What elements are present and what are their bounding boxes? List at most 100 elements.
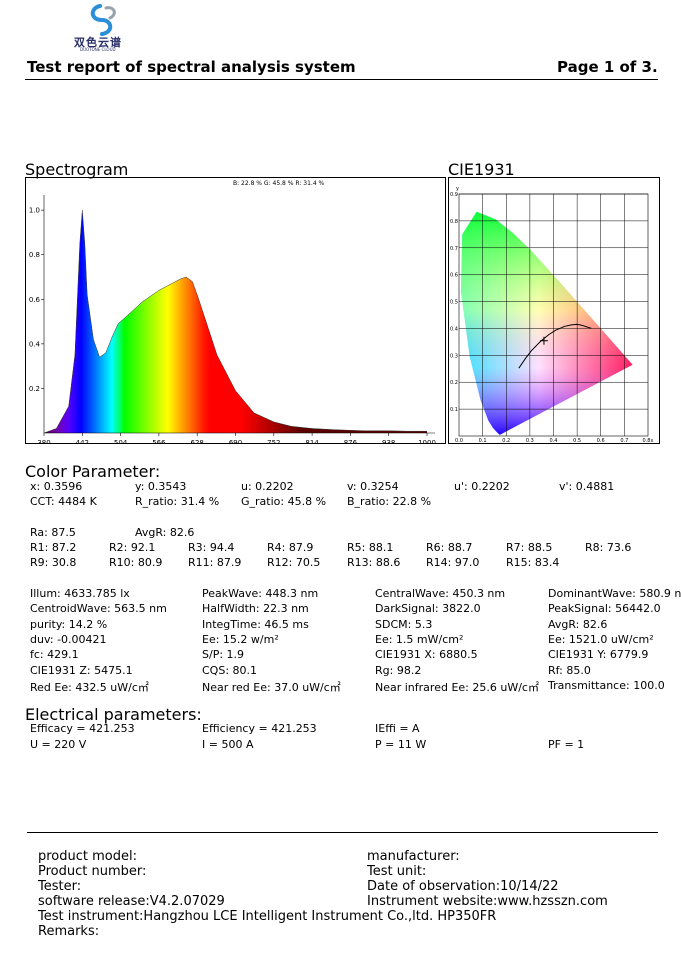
- parameter-value: Illum: 4633.785 lx: [30, 587, 130, 600]
- r-index-value: R13: 88.6: [347, 556, 401, 569]
- report-title: Test report of spectral analysis system: [27, 58, 356, 76]
- r-index-value: R11: 87.9: [188, 556, 242, 569]
- y-tick-label: 0.5: [450, 300, 458, 306]
- x-tick-label: 0.3: [526, 438, 534, 444]
- electrical-value: PF = 1: [548, 738, 585, 751]
- chromaticity-value: u': 0.2202: [454, 480, 510, 493]
- parameter-value: Near red Ee: 37.0 uW/c㎡: [202, 680, 341, 694]
- page-indicator: Page 1 of 3.: [557, 58, 658, 76]
- r-index-value: R8: 73.6: [585, 541, 632, 554]
- parameter-value: DarkSignal: 3822.0: [375, 602, 481, 616]
- parameter-value: duv: -0.00421: [30, 632, 107, 646]
- x-tick-label: 0.0: [455, 438, 463, 444]
- rendering-value: AvgR: 82.6: [135, 526, 195, 539]
- electrical-value: U = 220 V: [30, 738, 87, 751]
- cie-frame: [448, 177, 660, 444]
- r-index-value: R4: 87.9: [267, 541, 314, 554]
- chromaticity-value: v: 0.3254: [347, 480, 399, 493]
- parameter-value: PeakWave: 448.3 nm: [202, 587, 319, 600]
- r-index-value: R5: 88.1: [347, 541, 394, 554]
- color-parameter-heading: Color Parameter:: [25, 462, 161, 481]
- product-number: Product number:: [38, 864, 147, 879]
- parameter-value: S/P: 1.9: [202, 648, 245, 662]
- rendering-value: Ra: 87.5: [30, 526, 76, 539]
- r-index-value: R6: 88.7: [426, 541, 473, 554]
- x-tick-label: 566: [152, 439, 166, 444]
- spectrogram-heading: Spectrogram: [25, 160, 129, 179]
- x-tick-label: 380: [37, 439, 50, 444]
- observation-date: Date of observation:10/14/22: [367, 879, 559, 894]
- parameter-value: CentralWave: 450.3 nm: [375, 587, 506, 600]
- r-index-value: R9: 30.8: [30, 556, 77, 569]
- test-unit: Test unit:: [367, 864, 427, 879]
- x-tick-label: 814: [305, 439, 319, 444]
- parameter-value: SDCM: 5.3: [375, 617, 433, 631]
- parameter-value: purity: 14.2 %: [30, 617, 108, 631]
- chromaticity-value: u: 0.2202: [241, 480, 294, 493]
- y-tick-label: 0.2: [29, 385, 40, 393]
- planckian-locus: [518, 323, 592, 369]
- cie-heading: CIE1931: [448, 160, 515, 179]
- ratio-value: B_ratio: 22.8 %: [347, 495, 432, 508]
- electrical-value: P = 11 W: [375, 738, 427, 751]
- product-model: product model:: [38, 849, 137, 864]
- parameter-value: CIE1931 Z: 5475.1: [30, 663, 133, 677]
- electrical-value: I = 500 A: [202, 738, 254, 751]
- parameter-value: IntegTime: 46.5 ms: [202, 617, 309, 631]
- y-tick-label: 0.8: [450, 219, 458, 225]
- r-index-value: R15: 83.4: [506, 556, 560, 569]
- y-tick-label: 0.6: [29, 296, 41, 304]
- spectrogram-frame: [25, 177, 446, 444]
- spectrogram-chart: 380 442 504 566 628 690 752 814 876 938 1000 0.2 0.4…: [29, 195, 436, 444]
- y-tick-label: 0.9: [450, 192, 458, 198]
- x-tick-label: 0.7: [620, 438, 628, 444]
- cie-fill-v: [460, 211, 633, 435]
- r-index-value: R3: 94.4: [188, 541, 235, 554]
- parameter-value: CIE1931 Y: 6779.9: [548, 648, 649, 662]
- x-tick-label: 0.2: [502, 438, 510, 444]
- manufacturer: manufacturer:: [367, 849, 460, 864]
- y-tick-label: 0.3: [450, 353, 458, 359]
- parameter-value: Near infrared Ee: 25.6 uW/c㎡: [375, 680, 539, 694]
- cie-chart: 0.0 0.1 0.2 0.3 0.4 0.5 0.6 0.7 0.8x 0.1 0.2 0.3 0.4…: [450, 186, 653, 444]
- parameter-value: Transmittance: 100.0: [548, 678, 665, 692]
- chromaticity-value: v': 0.4881: [559, 480, 615, 493]
- r-index-value: R1: 87.2: [30, 541, 77, 554]
- x-tick-label: 0.1: [479, 438, 487, 444]
- parameter-value: CIE1931 X: 6880.5: [375, 648, 478, 662]
- y-axis-label: y: [456, 186, 459, 192]
- y-tick-label: 0.4: [450, 326, 458, 332]
- parameter-value: Red Ee: 432.5 uW/c㎡: [30, 680, 149, 694]
- r-index-value: R7: 88.5: [506, 541, 553, 554]
- x-tick-label: 504: [114, 439, 128, 444]
- remarks: Remarks:: [38, 924, 100, 939]
- parameter-value: Ee: 1.5 mW/cm²: [375, 632, 464, 646]
- x-tick-label: 0.6: [597, 438, 605, 444]
- spectrogram-legend: B: 22.8 % G: 45.8 % R: 31.4 %: [233, 180, 325, 187]
- spectrum-line: [43, 210, 427, 434]
- y-tick-label: 0.7: [450, 246, 458, 252]
- y-tick-label: 0.6: [450, 273, 458, 279]
- parameter-value: Rg: 98.2: [375, 663, 422, 677]
- r-index-value: R14: 97.0: [426, 556, 480, 569]
- electrical-heading: Electrical parameters:: [25, 705, 202, 724]
- parameter-value: PeakSignal: 56442.0: [548, 602, 661, 616]
- r-index-value: R2: 92.1: [109, 541, 156, 554]
- spectrum-area: [44, 210, 427, 433]
- x-tick-label: 938: [382, 439, 395, 444]
- x-tick-label: 876: [344, 439, 358, 444]
- header-divider: [25, 79, 658, 80]
- x-tick-label: 442: [76, 439, 89, 444]
- y-tick-label: 0.4: [29, 340, 41, 348]
- y-tick-label: 1.0: [29, 207, 40, 215]
- electrical-value: IEffi = A: [375, 722, 420, 735]
- parameter-value: Rf: 85.0: [548, 663, 591, 677]
- x-tick-label: 0.4: [550, 438, 558, 444]
- ratio-value: CCT: 4484 K: [30, 495, 97, 508]
- software-release: software release:V4.2.07029: [38, 894, 225, 909]
- parameter-value: AvgR: 82.6: [548, 617, 608, 631]
- parameter-value: fc: 429.1: [30, 648, 79, 662]
- logo-subtext: DUOTONE CLOUD: [80, 47, 116, 52]
- y-tick-label: 0.1: [450, 407, 458, 413]
- footer-divider: [27, 832, 658, 833]
